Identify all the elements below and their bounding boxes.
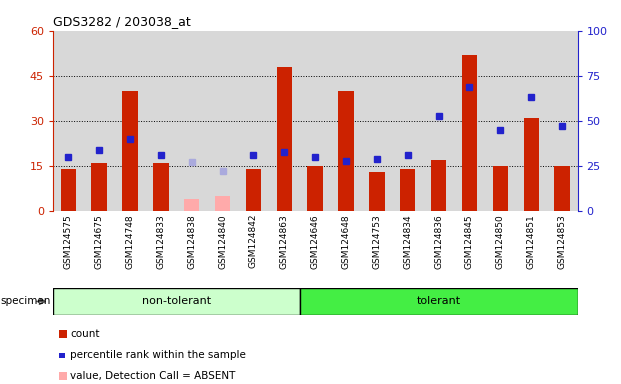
Bar <box>153 163 168 211</box>
Bar <box>431 160 446 211</box>
Bar <box>369 172 384 211</box>
Bar <box>555 166 570 211</box>
Bar <box>91 163 107 211</box>
Text: GDS3282 / 203038_at: GDS3282 / 203038_at <box>53 15 191 28</box>
Bar <box>53 288 300 315</box>
Bar <box>307 166 323 211</box>
Bar <box>400 169 415 211</box>
Bar <box>462 55 477 211</box>
Text: non-tolerant: non-tolerant <box>142 296 211 306</box>
Bar <box>246 169 261 211</box>
Text: specimen: specimen <box>1 296 51 306</box>
Text: value, Detection Call = ABSENT: value, Detection Call = ABSENT <box>70 371 235 381</box>
Text: percentile rank within the sample: percentile rank within the sample <box>70 350 246 360</box>
Bar <box>122 91 138 211</box>
Text: tolerant: tolerant <box>417 296 461 306</box>
Bar <box>492 166 508 211</box>
Bar <box>276 67 292 211</box>
Bar <box>184 199 199 211</box>
Text: count: count <box>70 329 100 339</box>
Bar <box>524 118 539 211</box>
Bar <box>215 196 230 211</box>
Bar <box>300 288 578 315</box>
Bar <box>338 91 354 211</box>
Bar <box>60 169 76 211</box>
